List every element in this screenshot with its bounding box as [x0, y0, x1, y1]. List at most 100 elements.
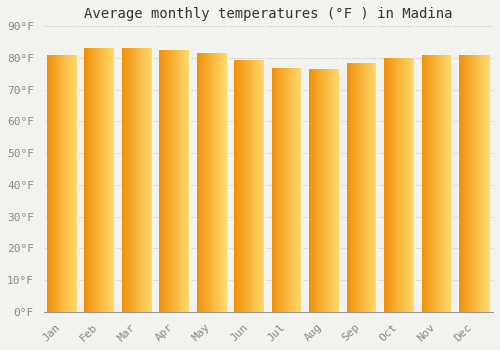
Bar	[412, 58, 414, 312]
Bar	[101, 49, 102, 312]
Bar	[317, 69, 318, 312]
Bar	[402, 58, 403, 312]
Bar	[384, 58, 385, 312]
Bar	[189, 50, 190, 312]
Bar	[66, 55, 67, 312]
Bar	[468, 55, 469, 312]
Bar	[284, 68, 285, 312]
Bar	[321, 69, 322, 312]
Bar	[465, 55, 466, 312]
Bar	[414, 58, 415, 312]
Bar	[319, 69, 320, 312]
Bar	[407, 58, 408, 312]
Bar	[469, 55, 470, 312]
Bar	[353, 63, 354, 312]
Bar	[400, 58, 401, 312]
Bar	[322, 69, 323, 312]
Bar	[437, 55, 438, 312]
Bar	[171, 50, 172, 312]
Bar	[106, 49, 107, 312]
Bar	[460, 55, 461, 312]
Bar	[207, 53, 208, 312]
Bar	[127, 49, 128, 312]
Bar	[133, 49, 134, 312]
Bar	[198, 53, 199, 312]
Bar	[176, 50, 177, 312]
Bar	[93, 49, 94, 312]
Bar	[130, 49, 131, 312]
Bar	[373, 63, 374, 312]
Bar	[392, 58, 393, 312]
Bar	[199, 53, 200, 312]
Bar	[248, 60, 249, 312]
Bar	[450, 55, 451, 312]
Bar	[350, 63, 351, 312]
Bar	[69, 55, 70, 312]
Bar	[477, 55, 478, 312]
Bar	[122, 49, 123, 312]
Bar	[396, 58, 397, 312]
Bar	[74, 55, 75, 312]
Bar	[287, 68, 288, 312]
Bar	[254, 60, 255, 312]
Bar	[444, 55, 445, 312]
Bar	[208, 53, 209, 312]
Bar	[408, 58, 409, 312]
Bar	[430, 55, 432, 312]
Bar	[459, 55, 460, 312]
Bar	[446, 55, 447, 312]
Bar	[362, 63, 363, 312]
Bar	[163, 50, 164, 312]
Bar	[260, 60, 261, 312]
Bar	[169, 50, 170, 312]
Bar	[391, 58, 392, 312]
Bar	[137, 49, 138, 312]
Bar	[59, 55, 60, 312]
Bar	[261, 60, 262, 312]
Bar	[351, 63, 352, 312]
Bar	[209, 53, 210, 312]
Bar	[245, 60, 246, 312]
Bar	[140, 49, 141, 312]
Bar	[403, 58, 404, 312]
Bar	[443, 55, 444, 312]
Bar	[462, 55, 463, 312]
Bar	[406, 58, 407, 312]
Bar	[128, 49, 129, 312]
Bar	[239, 60, 240, 312]
Bar	[385, 58, 386, 312]
Bar	[359, 63, 360, 312]
Bar	[368, 63, 369, 312]
Bar	[103, 49, 104, 312]
Bar	[180, 50, 181, 312]
Bar	[165, 50, 166, 312]
Bar	[485, 55, 486, 312]
Bar	[423, 55, 424, 312]
Bar	[184, 50, 185, 312]
Bar	[242, 60, 243, 312]
Bar	[386, 58, 387, 312]
Bar	[56, 55, 57, 312]
Bar	[204, 53, 205, 312]
Bar	[364, 63, 365, 312]
Bar	[277, 68, 278, 312]
Bar	[466, 55, 467, 312]
Bar	[483, 55, 484, 312]
Bar	[297, 68, 298, 312]
Bar	[447, 55, 448, 312]
Bar	[352, 63, 353, 312]
Bar	[94, 49, 95, 312]
Bar	[404, 58, 405, 312]
Bar	[252, 60, 253, 312]
Bar	[338, 69, 339, 312]
Bar	[397, 58, 398, 312]
Bar	[201, 53, 202, 312]
Bar	[124, 49, 125, 312]
Bar	[136, 49, 137, 312]
Bar	[356, 63, 357, 312]
Bar	[374, 63, 375, 312]
Bar	[479, 55, 480, 312]
Bar	[253, 60, 254, 312]
Bar	[48, 55, 49, 312]
Bar	[311, 69, 312, 312]
